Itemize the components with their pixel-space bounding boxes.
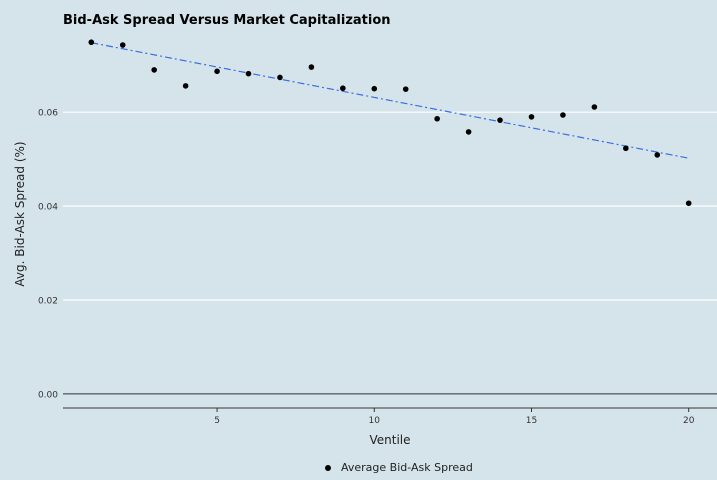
x-axis-label: Ventile [369, 433, 411, 447]
data-point [402, 86, 409, 92]
y-tick-label: 0.04 [38, 203, 58, 213]
data-point [465, 129, 472, 135]
legend-label: Average Bid-Ask Spread [341, 461, 473, 474]
data-point [623, 145, 629, 152]
data-point [560, 112, 566, 118]
data-point [88, 39, 95, 46]
data-point [497, 117, 503, 123]
data-point [151, 67, 157, 73]
x-tick-label: 5 [214, 416, 220, 426]
data-point [528, 114, 535, 120]
data-point [591, 104, 598, 110]
y-axis-label: Avg. Bid-Ask Spread (%) [13, 141, 27, 287]
data-point [308, 64, 315, 70]
data-point [685, 200, 692, 207]
data-point [119, 42, 126, 48]
data-point [340, 85, 346, 92]
y-tick-label: 0.00 [38, 390, 58, 400]
x-tick-label: 10 [369, 416, 381, 426]
chart-title: Bid-Ask Spread Versus Market Capitalizat… [63, 13, 391, 28]
y-tick-label: 0.06 [38, 109, 58, 119]
data-point [654, 152, 661, 158]
data-point [214, 68, 220, 75]
y-tick-label: 0.02 [38, 297, 58, 307]
data-point [277, 74, 283, 81]
legend-marker [325, 464, 331, 471]
data-point [245, 70, 252, 77]
x-tick-label: 20 [683, 416, 695, 426]
data-point [182, 83, 189, 89]
data-point [434, 115, 440, 122]
data-point [371, 85, 378, 92]
legend: Average Bid-Ask Spread [325, 461, 473, 474]
x-tick-label: 15 [526, 416, 537, 426]
trend-line [91, 42, 689, 159]
